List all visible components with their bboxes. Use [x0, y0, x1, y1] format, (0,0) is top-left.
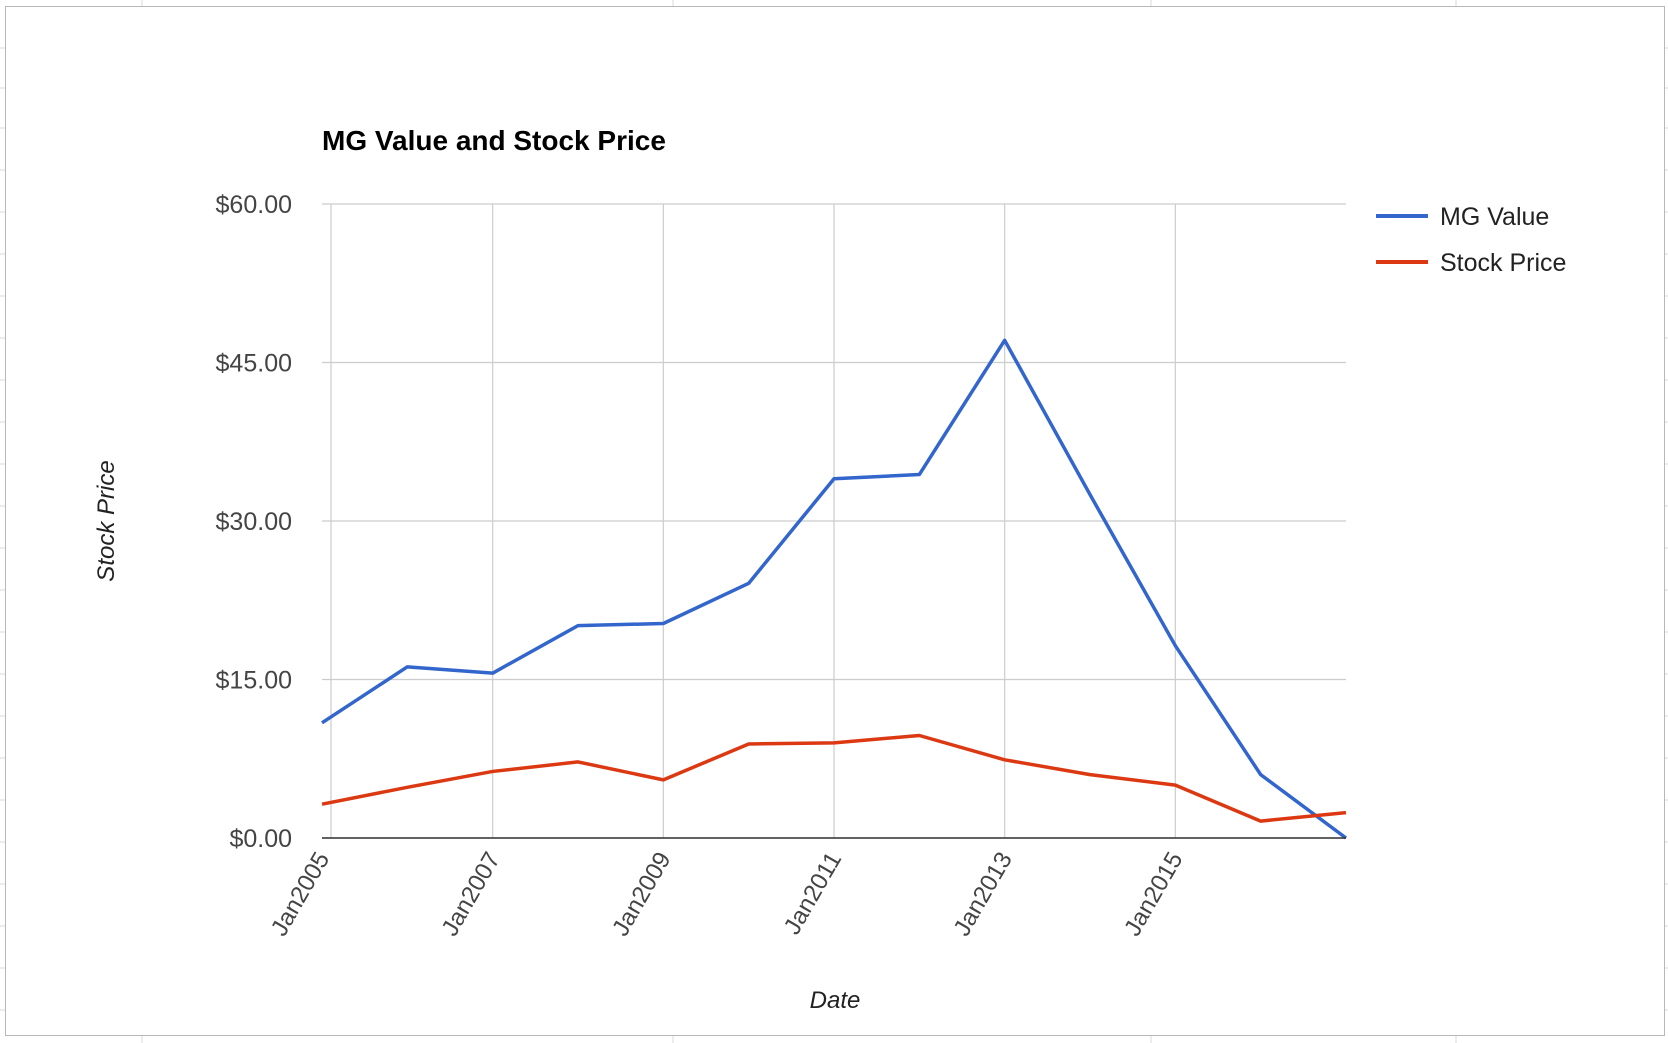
x-tick-label: Jan2007	[436, 848, 505, 941]
x-tick-label: Jan2015	[1119, 848, 1188, 941]
x-axis-tick-labels: Jan2005 Jan2007 Jan2009 Jan2011 Jan2013 Jan20…	[266, 848, 1189, 941]
x-tick-label: Jan2009	[607, 848, 676, 941]
series-line-stock-price	[321, 733, 1347, 823]
x-tick-label: Jan2005	[266, 848, 335, 941]
x-tick-label: Jan2013	[948, 848, 1017, 941]
x-tick-label: Jan2011	[779, 848, 848, 940]
y-tick-label: $15.00	[216, 667, 292, 695]
y-axis-tick-labels: $0.00 $15.00 $30.00 $45.00 $60.00	[216, 191, 292, 853]
y-tick-label: $45.00	[216, 350, 292, 378]
y-tick-label: $0.00	[229, 825, 292, 853]
y-axis-label: Stock Price	[93, 460, 120, 581]
legend-label: MG Value	[1440, 203, 1549, 231]
x-axis-label: Date	[810, 987, 861, 1014]
legend: MG Value Stock Price	[1376, 203, 1566, 277]
y-tick-label: $60.00	[216, 191, 292, 219]
chart-title: MG Value and Stock Price	[322, 125, 666, 156]
series-line-mg-value	[321, 338, 1348, 840]
y-tick-label: $30.00	[216, 508, 292, 536]
legend-label: Stock Price	[1440, 249, 1566, 277]
series-lines	[321, 338, 1348, 840]
